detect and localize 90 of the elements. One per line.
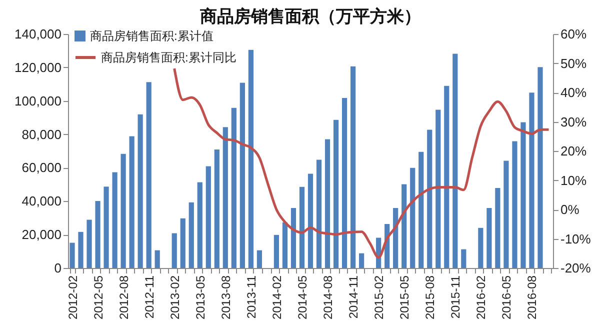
bar [172, 233, 177, 268]
bar [316, 160, 322, 268]
y-tick-label: 120,000 [14, 60, 62, 75]
bar [274, 234, 280, 268]
bar [188, 202, 194, 268]
x-tick-label: 2016-08 [525, 275, 540, 320]
bar [342, 98, 348, 268]
bar [418, 152, 424, 268]
x-tick-label: 2014-05 [295, 275, 310, 320]
x-tick-label: 2013-05 [193, 275, 208, 320]
bar [512, 141, 518, 268]
x-tick-label: 2013-11 [244, 275, 258, 319]
bar [180, 218, 186, 268]
bar [324, 139, 330, 268]
y-tick-label: 0 [54, 260, 62, 276]
bar [486, 208, 492, 268]
x-tick-label: 2016-02 [474, 275, 488, 320]
x-tick-label: 2014-08 [321, 275, 336, 320]
x-tick-label: 2012-11 [142, 275, 156, 319]
line-series [173, 67, 550, 259]
bar [222, 127, 228, 268]
bar [478, 228, 484, 268]
bar [197, 182, 202, 268]
bar [495, 188, 500, 268]
bar [240, 82, 245, 268]
x-tick-label: 2015-11 [448, 275, 463, 319]
y2-tick-label: 50% [560, 56, 587, 71]
x-tick-label: 2015-05 [398, 275, 412, 320]
bar [350, 66, 356, 268]
bar [256, 250, 262, 268]
bar [393, 208, 398, 268]
y-tick-label: 40,000 [22, 194, 62, 209]
bar [529, 92, 534, 268]
bar [231, 108, 236, 268]
y2-tick-label: -10% [560, 231, 592, 246]
y2-tick-label: 10% [560, 172, 587, 188]
bar [129, 136, 134, 268]
bar [538, 67, 543, 268]
bar [112, 172, 118, 268]
bar [444, 86, 450, 268]
bar [452, 54, 458, 268]
y-tick-label: 20,000 [22, 227, 62, 242]
bar [461, 249, 466, 268]
legend-label: 商品房销售面积:累计同比 [101, 50, 236, 64]
bar [120, 154, 126, 268]
y2-tick-label: 40% [560, 85, 587, 100]
bar [214, 149, 220, 268]
y2-tick-label: 20% [560, 144, 587, 158]
y-tick-label: 100,000 [14, 93, 62, 108]
bar [138, 114, 143, 268]
y2-tick-label: 30% [560, 114, 587, 130]
bar [333, 120, 339, 268]
bar [520, 122, 526, 268]
x-tick-label: 2016-05 [500, 275, 514, 320]
x-tick-label: 2012-02 [66, 275, 80, 320]
bar [95, 200, 100, 268]
bar [78, 232, 84, 268]
bar [427, 130, 432, 268]
bar [248, 50, 254, 268]
bar [206, 166, 211, 268]
x-tick-label: 2015-08 [423, 275, 438, 320]
bar [282, 222, 288, 268]
x-tick-label: 2012-08 [116, 275, 131, 320]
bar [359, 253, 364, 268]
bar [436, 110, 441, 268]
bar [70, 242, 75, 268]
y2-tick-label: -20% [560, 260, 592, 276]
chart-title: 商品房销售面积（万平方米） [199, 7, 421, 26]
bar [154, 250, 160, 268]
y2-tick-label: 0% [560, 202, 580, 217]
x-tick-label: 2015-02 [372, 275, 386, 320]
legend-label: 商品房销售面积:累计值 [90, 29, 214, 43]
x-tick-label: 2014-02 [270, 275, 284, 320]
y-tick-label: 60,000 [22, 160, 62, 176]
x-tick-label: 2012-05 [91, 275, 106, 320]
bar [308, 174, 314, 268]
bar [402, 184, 407, 268]
x-tick-label: 2013-02 [168, 275, 182, 320]
x-tick-label: 2013-08 [218, 275, 233, 320]
x-tick-label: 2014-11 [346, 275, 361, 319]
bar [290, 208, 296, 268]
bar [410, 168, 416, 268]
bar [299, 186, 305, 268]
bar [86, 220, 92, 268]
bar [146, 82, 152, 268]
y2-tick-label: 60% [560, 26, 587, 42]
bar [504, 160, 509, 268]
bar [104, 186, 109, 268]
y-tick-label: 80,000 [22, 126, 62, 142]
y-tick-label: 140,000 [14, 26, 62, 42]
